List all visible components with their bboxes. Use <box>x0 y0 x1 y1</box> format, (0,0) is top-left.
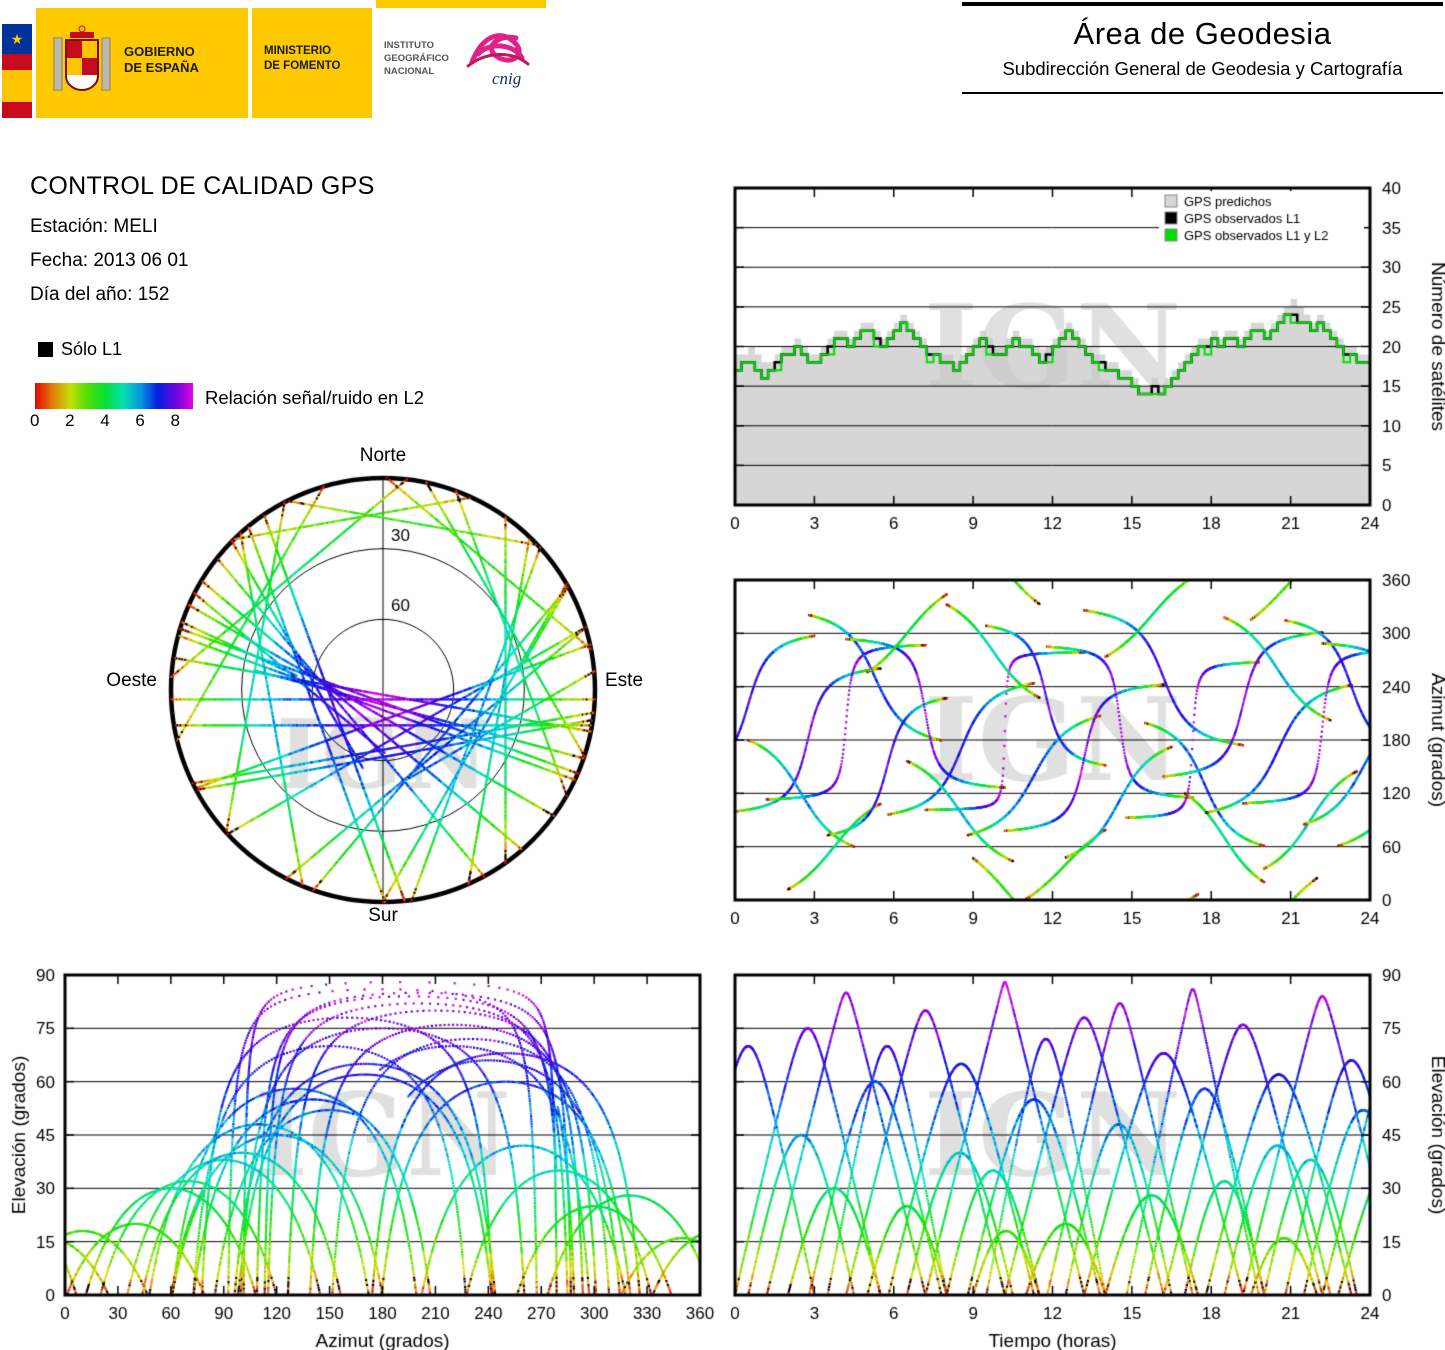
area-subtitle: Subdirección General de Geodesia y Carto… <box>1002 58 1403 79</box>
solo-l1-legend: Sólo L1 <box>38 339 122 360</box>
spain-eu-flag-icon: ★ <box>2 24 32 118</box>
area-title: Área de Geodesia <box>1073 16 1332 51</box>
eu-star-icon: ★ <box>2 24 32 54</box>
doy-label: Día del año: 152 <box>30 284 170 305</box>
coat-of-arms-icon <box>53 25 111 92</box>
ministerio-line1: MINISTERIO <box>264 45 332 57</box>
colorbar-tick-label: 6 <box>135 411 145 430</box>
black-square-icon <box>38 342 53 357</box>
sky-label-east: Este <box>605 670 644 691</box>
page-title: CONTROL DE CALIDAD GPS <box>30 172 375 200</box>
instituto-line1: INSTITUTO <box>384 40 434 51</box>
ministerio-line2: DE FOMENTO <box>264 59 341 72</box>
instituto-block: INSTITUTO GEOGRÁFICO NACIONAL cnig <box>376 0 546 118</box>
elevation-time-chart <box>710 965 1445 1350</box>
instituto-line2: GEOGRÁFICO <box>384 52 449 64</box>
colorbar-ticks: 0 2 4 6 8 <box>30 411 215 433</box>
colorbar-label: Relación señal/ruido en L2 <box>205 387 425 408</box>
sky-label-west: Oeste <box>106 670 157 691</box>
gobierno-block: GOBIERNO DE ESPAÑA <box>36 8 248 118</box>
colorbar-tick-label: 0 <box>30 411 40 430</box>
area-header-block: Área de Geodesia Subdirección General de… <box>962 2 1443 94</box>
azimuth-time-chart <box>710 570 1445 932</box>
station-label: Estación: MELI <box>30 216 158 237</box>
date-label: Fecha: 2013 06 01 <box>30 250 189 271</box>
satellites-count-chart <box>710 178 1445 534</box>
ministerio-block: MINISTERIO DE FOMENTO <box>252 8 372 118</box>
colorbar-tick-label: 4 <box>100 411 110 430</box>
cnig-logo-icon: cnig <box>466 33 530 88</box>
gobierno-line1: GOBIERNO <box>124 44 195 59</box>
solo-l1-label: Sólo L1 <box>61 339 123 359</box>
colorbar <box>35 383 193 409</box>
cnig-text: cnig <box>492 69 521 88</box>
instituto-line3: NACIONAL <box>384 65 435 77</box>
gobierno-line2: DE ESPAÑA <box>124 60 199 76</box>
sky-label-north: Norte <box>359 445 407 466</box>
colorbar-tick-label: 2 <box>65 411 75 430</box>
colorbar-tick-label: 8 <box>170 411 180 430</box>
skyplot-canvas <box>115 438 655 943</box>
elevation-azimuth-chart <box>10 965 720 1350</box>
sky-label-south: Sur <box>368 905 398 926</box>
